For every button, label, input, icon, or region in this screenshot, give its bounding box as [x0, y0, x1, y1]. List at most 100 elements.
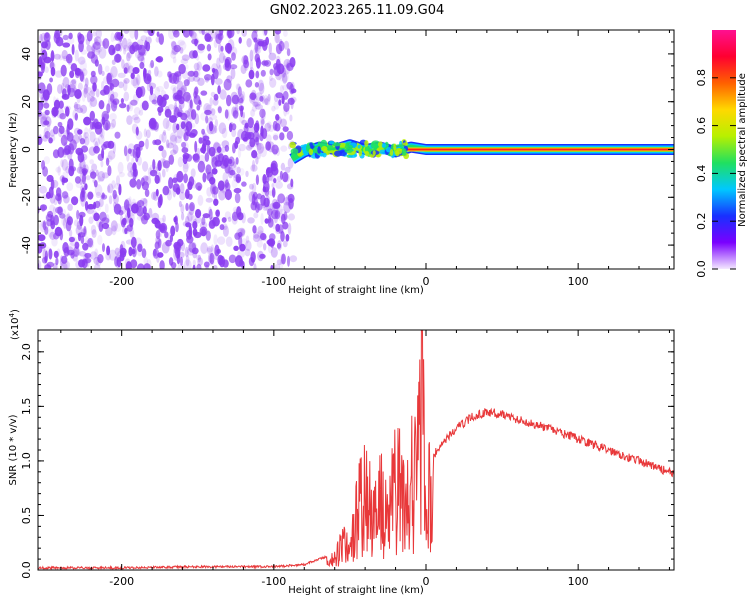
noise-speckle: [287, 213, 295, 221]
noise-speckle: [170, 51, 177, 59]
noise-speckle: [52, 149, 60, 159]
noise-speckle: [127, 51, 133, 59]
noise-speckle: [213, 198, 219, 206]
noise-speckle: [181, 141, 187, 148]
noise-speckle: [172, 93, 177, 100]
noise-speckle: [275, 92, 284, 99]
noise-speckle: [52, 107, 58, 118]
noise-speckle: [280, 253, 284, 265]
noise-speckle: [132, 198, 136, 205]
noise-speckle: [91, 48, 95, 57]
noise-speckle: [249, 92, 257, 100]
noise-speckle: [178, 120, 187, 128]
noise-speckle: [39, 88, 45, 100]
noise-speckle: [218, 189, 226, 201]
noise-speckle: [97, 171, 106, 182]
noise-speckle: [142, 198, 148, 209]
noise-speckle: [215, 209, 220, 217]
noise-speckle: [149, 164, 153, 173]
noise-speckle: [157, 232, 162, 238]
noise-speckle: [149, 85, 154, 96]
noise-speckle: [256, 152, 261, 160]
noise-speckle: [242, 111, 246, 119]
noise-speckle: [269, 68, 274, 76]
noise-speckle: [210, 244, 214, 254]
noise-speckle: [205, 197, 213, 203]
noise-speckle: [188, 225, 192, 237]
y-tick-label: -20: [20, 188, 33, 206]
noise-speckle: [92, 49, 101, 56]
noise-speckle: [266, 134, 272, 143]
noise-speckle: [107, 150, 116, 160]
noise-speckle: [197, 43, 205, 51]
noise-speckle: [60, 262, 68, 269]
noise-speckle: [65, 106, 70, 117]
noise-speckle: [283, 102, 290, 113]
noise-speckle: [278, 40, 285, 52]
noise-speckle: [231, 123, 237, 131]
noise-speckle: [49, 77, 53, 83]
noise-speckle: [204, 33, 212, 42]
noise-speckle: [151, 191, 157, 200]
noise-speckle: [202, 138, 207, 149]
noise-speckle: [112, 48, 116, 54]
signal-blob: [317, 146, 321, 154]
noise-speckle: [192, 50, 198, 59]
noise-speckle: [176, 253, 181, 265]
noise-speckle: [60, 64, 67, 77]
noise-speckle: [253, 47, 260, 55]
noise-speckle: [144, 189, 150, 197]
noise-speckle: [260, 116, 265, 127]
noise-speckle: [54, 30, 61, 40]
noise-speckle: [273, 100, 280, 110]
noise-speckle: [162, 94, 169, 101]
noise-speckle: [271, 105, 276, 112]
noise-speckle: [252, 234, 261, 243]
noise-speckle: [227, 166, 234, 179]
noise-speckle: [131, 248, 136, 255]
noise-speckle: [257, 225, 264, 235]
noise-speckle: [129, 178, 137, 188]
snr-scale-exponent: 4: [8, 312, 16, 317]
noise-speckle: [250, 94, 258, 103]
noise-speckle: [172, 92, 180, 102]
noise-speckle: [234, 192, 241, 204]
noise-speckle: [180, 204, 185, 214]
noise-speckle: [254, 123, 261, 131]
noise-speckle: [34, 235, 37, 241]
noise-speckle: [262, 30, 268, 37]
noise-speckle: [98, 100, 105, 110]
noise-speckle: [204, 31, 210, 37]
noise-speckle: [237, 86, 242, 97]
noise-speckle: [111, 100, 118, 112]
noise-speckle: [43, 32, 51, 43]
noise-speckle: [119, 244, 124, 255]
noise-speckle: [70, 63, 78, 72]
noise-speckle: [219, 52, 225, 64]
noise-speckle: [77, 233, 82, 242]
noise-speckle: [69, 84, 77, 93]
noise-speckle: [197, 185, 202, 191]
signal-blob: [332, 142, 341, 147]
noise-speckle: [55, 206, 63, 214]
noise-speckle: [156, 70, 163, 78]
noise-speckle: [118, 172, 125, 178]
signal-blob: [378, 141, 383, 148]
noise-speckle: [208, 121, 214, 132]
noise-speckle: [220, 146, 227, 153]
noise-speckle: [125, 62, 132, 70]
noise-speckle: [289, 114, 293, 122]
noise-speckle: [38, 82, 46, 94]
noise-speckle: [133, 107, 141, 116]
noise-speckle: [98, 198, 104, 208]
noise-speckle: [239, 168, 245, 176]
noise-speckle: [282, 126, 289, 132]
noise-speckle: [102, 38, 110, 49]
noise-speckle: [96, 200, 102, 211]
noise-speckle: [209, 124, 217, 135]
noise-speckle: [211, 157, 217, 168]
noise-speckle: [108, 195, 113, 205]
noise-speckle: [98, 221, 104, 233]
noise-speckle: [129, 229, 135, 238]
